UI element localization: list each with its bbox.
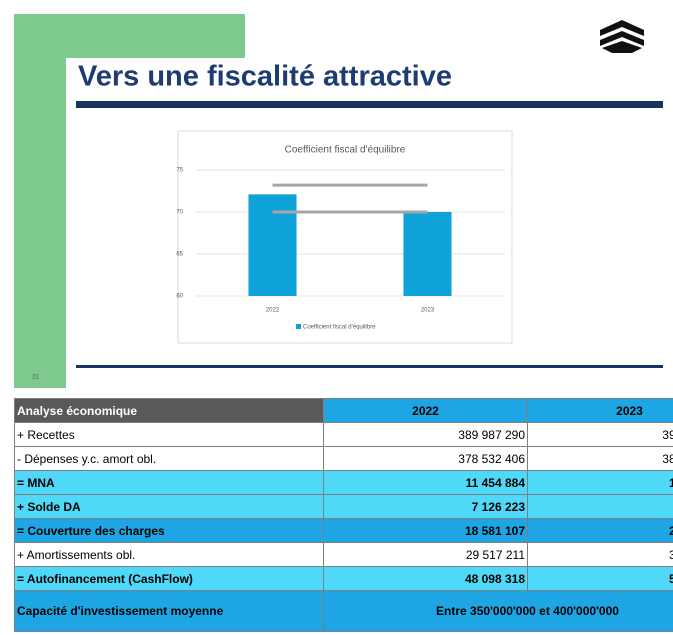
chart-frame [177,130,513,344]
bar [403,212,452,296]
cell: 7 126 223 [323,494,528,519]
table-row: - Dépenses y.c. amort obl.378 532 406381… [14,446,673,471]
cell: + Amortissements obl. [14,542,324,567]
cell: 11 454 884 [323,470,528,495]
cell: 389 987 290 [323,422,528,447]
cell: 15 923 232 [527,470,673,495]
table-row: Capacité d'investissement moyenne Entre 3… [14,590,673,632]
cell: 29 517 211 [323,542,528,567]
slide: Vers une fiscalité attractive 21 Coeffic… [14,14,663,388]
footer-bar [76,365,663,368]
y-tick-label: 75 [176,168,183,174]
cell: + Solde DA [14,494,324,519]
cell: 22 599 036 [527,518,673,543]
cell: 397 889 895 [527,422,673,447]
cell: 378 532 406 [323,446,528,471]
cell: 31 693 888 [527,542,673,567]
cell: 48 098 318 [323,566,528,591]
table-row: = Autofinancement (CashFlow)48 098 31854… [14,566,673,591]
x-tick-label: 2022 [266,308,280,314]
x-tick-label: 2023 [421,308,435,314]
cell: 381 966 663 [527,446,673,471]
cell: Entre 350'000'000 et 400'000'000 [323,590,673,632]
chart-title: Coefficient fiscal d'équilibre [285,145,406,156]
cell: - Dépenses y.c. amort obl. [14,446,324,471]
page-number: 21 [32,375,39,381]
legend-swatch [296,324,301,329]
header-cell: 2023 [527,398,673,423]
table-row: + Amortissements obl.29 517 21131 693 88… [14,542,673,567]
cell: = MNA [14,470,324,495]
cell: + Recettes [14,422,324,447]
y-tick-label: 60 [176,294,183,300]
green-stripe [14,14,66,388]
table-container: Analyse économique 2022 2023 + Recettes 389 … [14,398,673,635]
table: Analyse économique 2022 2023 + Recettes 389 … [14,398,673,632]
table-row: + Solde DA7 126 2236 675 804 [14,494,673,519]
slide-title: Vers une fiscalité attractive [78,61,452,93]
legend-label: Coefficient fiscal d'équilibre [303,325,376,331]
cell: 54 292 924 [527,566,673,591]
y-tick-label: 70 [176,210,183,216]
header-row: Analyse économique 2022 2023 [14,398,673,423]
bar [248,194,297,296]
cell: 18 581 107 [323,518,528,543]
cell: = Couverture des charges [14,518,324,543]
logo [600,20,644,53]
y-tick-label: 65 [176,252,183,258]
header-cell: Analyse économique [14,398,324,423]
cell: Capacité d'investissement moyenne [14,590,324,632]
cell: = Autofinancement (CashFlow) [14,566,324,591]
cell: 6 675 804 [527,494,673,519]
header-cell: 2022 [323,398,528,423]
title-bar [76,101,663,108]
